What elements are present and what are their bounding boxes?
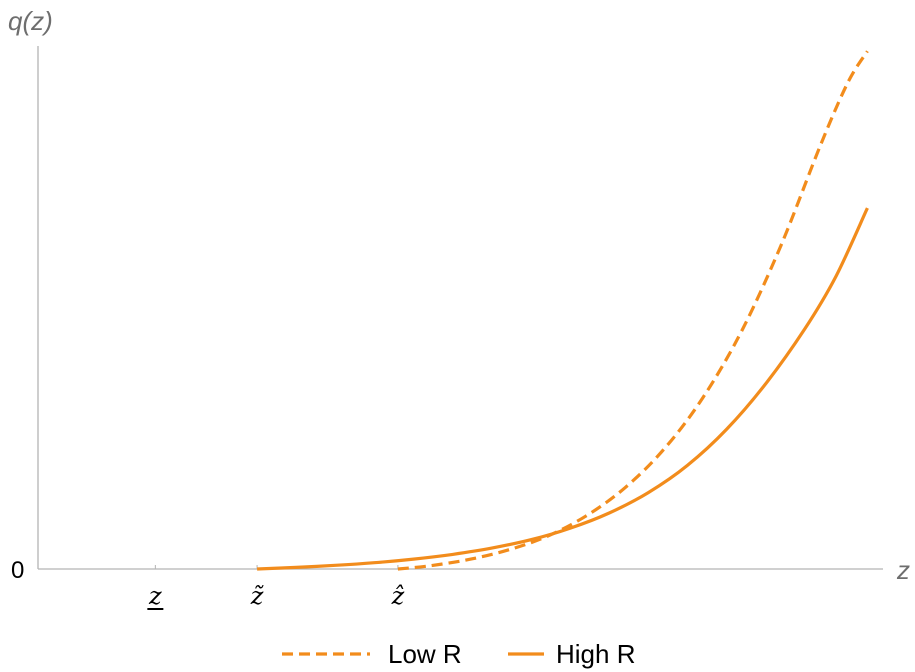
series-lines <box>257 50 869 571</box>
series-line-low-r <box>397 50 869 571</box>
x-tick-label: z <box>148 582 162 610</box>
legend-label-low-r: Low R <box>388 639 462 669</box>
legend-label-high-r: High R <box>556 639 635 669</box>
x-tick-label: z̃ <box>250 582 265 610</box>
y-zero-tick-label: 0 <box>11 557 24 584</box>
legend: Low R High R <box>282 639 635 669</box>
x-tick-label: ẑ <box>391 582 405 610</box>
x-ticks: z z̃ ẑ <box>147 565 405 610</box>
y-axis-label: q(z) <box>8 6 53 36</box>
series-line-high-r <box>257 207 869 571</box>
x-axis-label: z <box>896 555 910 585</box>
